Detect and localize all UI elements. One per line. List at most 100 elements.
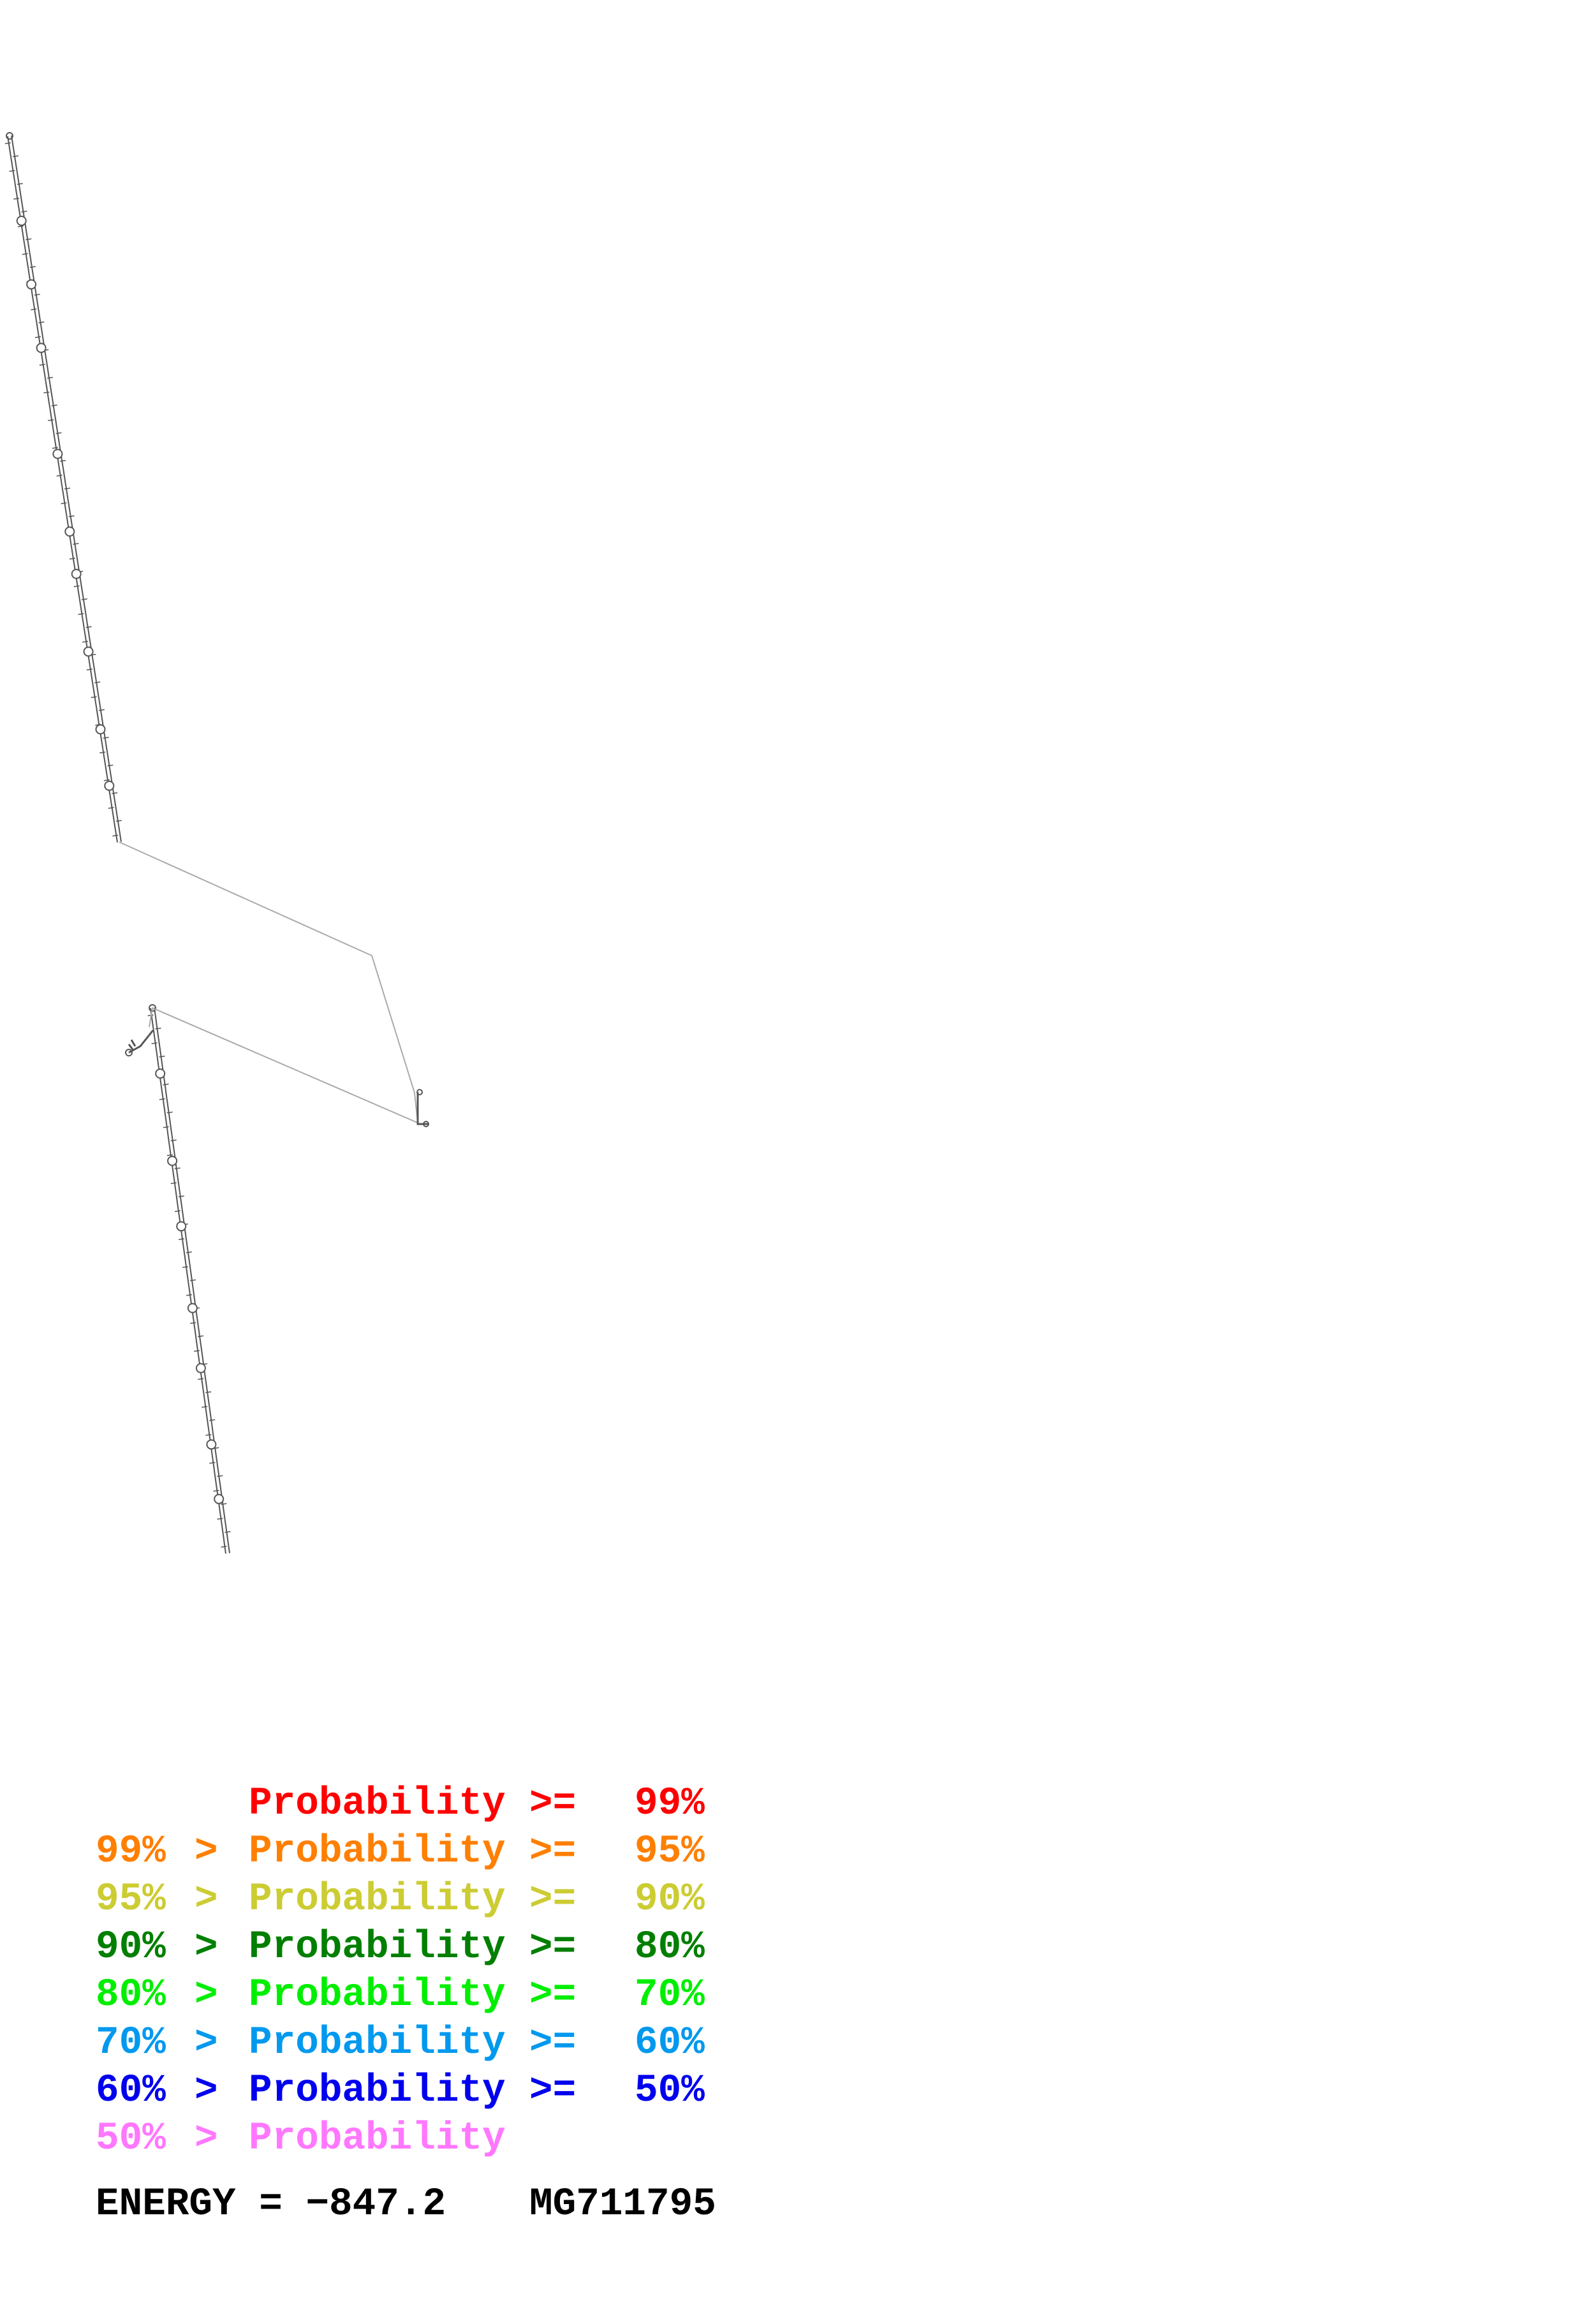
nucleotide-tick	[209, 1419, 216, 1421]
legend-gt-symbol: >	[195, 2021, 218, 2065]
nucleotide-tick	[21, 211, 27, 213]
legend-lower-bound: 70%	[635, 1973, 705, 2017]
energy-label: ENERGY = −847.2	[96, 2182, 446, 2226]
legend-ge-symbol: >=	[529, 2069, 577, 2113]
nucleotide-tick	[94, 681, 101, 684]
legend-ge-symbol: >=	[529, 1877, 577, 1921]
nucleotide-tick	[190, 1322, 196, 1324]
internal-loop	[16, 216, 27, 226]
legend-upper-bound: 50%	[96, 2117, 166, 2161]
legend-upper-bound: 95%	[96, 1877, 166, 1921]
helix-strand-5prime	[150, 1008, 226, 1554]
internal-loop	[95, 724, 106, 735]
legend-probability-word: Probability	[249, 1877, 506, 1921]
legend-probability-word: Probability	[249, 2117, 506, 2161]
nucleotide-tick	[34, 293, 40, 296]
nucleotide-tick	[107, 764, 114, 767]
upper-helix-strand	[4, 132, 122, 843]
nucleotide-tick	[51, 404, 57, 407]
internal-loop	[52, 448, 63, 459]
nucleotide-tick	[64, 487, 71, 490]
legend-lower-bound: 99%	[635, 1782, 705, 1826]
nucleotide-tick	[166, 1111, 173, 1114]
internal-loop	[167, 1155, 178, 1166]
legend-gt-symbol: >	[195, 2117, 218, 2161]
rna-structure-diagram	[4, 132, 429, 1554]
nucleotide-tick	[186, 1294, 193, 1296]
nucleotide-tick	[99, 751, 106, 754]
nucleotide-tick	[4, 142, 11, 144]
internal-loop	[64, 526, 75, 537]
nucleotide-tick	[217, 1518, 223, 1520]
legend-lower-bound: 80%	[635, 1925, 705, 1969]
nucleotide-tick	[39, 364, 45, 366]
nucleotide-tick	[69, 558, 76, 560]
nucleotide-tick	[221, 1546, 227, 1548]
legend-gt-symbol: >	[195, 1925, 218, 1969]
legend-upper-bound: 90%	[96, 1925, 166, 1969]
nucleotide-tick	[82, 640, 89, 643]
nucleotide-tick	[9, 170, 15, 172]
legend-upper-bound: 70%	[96, 2021, 166, 2065]
nucleotide-tick	[38, 321, 45, 323]
legend-probability-word: Probability	[249, 1830, 506, 1874]
legend-gt-symbol: >	[195, 1830, 218, 1874]
nucleotide-tick	[174, 1167, 180, 1169]
internal-loop	[176, 1221, 187, 1232]
nucleotide-tick	[112, 834, 119, 837]
legend-probability-word: Probability	[249, 1973, 506, 2017]
legend-probability-word: Probability	[249, 1925, 506, 1969]
side-hairpin-right	[416, 1089, 429, 1127]
nucleotide-tick	[43, 391, 50, 394]
nucleotide-tick	[112, 792, 118, 794]
legend-ge-symbol: >=	[529, 1830, 577, 1874]
internal-loop	[104, 780, 115, 791]
legend-lower-bound: 50%	[635, 2069, 705, 2113]
nucleotide-tick	[151, 1042, 158, 1044]
nucleotide-tick	[13, 197, 20, 200]
legend-ge-symbol: >=	[529, 1973, 577, 2017]
helix-end	[6, 132, 13, 140]
internal-loop	[187, 1303, 198, 1314]
nucleotide-tick	[103, 737, 109, 739]
internal-loop	[214, 1493, 224, 1504]
internal-loop	[195, 1363, 206, 1373]
legend-probability-word: Probability	[249, 2069, 506, 2113]
lower-helix-strand	[147, 1004, 231, 1554]
multiloop-connector	[119, 841, 419, 1124]
nucleotide-tick	[68, 515, 75, 517]
nucleotide-tick	[85, 626, 92, 628]
legend-probability-word: Probability	[249, 2021, 506, 2065]
footer: ENERGY = −847.2 MG711795	[96, 2180, 716, 2228]
nucleotide-tick	[86, 668, 92, 670]
nucleotide-tick	[98, 709, 105, 711]
nucleotide-tick	[159, 1055, 165, 1058]
nucleotide-tick	[170, 1139, 177, 1142]
nucleotide-tick	[56, 475, 63, 477]
legend-gt-symbol: >	[195, 2069, 218, 2113]
nucleotide-tick	[213, 1490, 219, 1492]
internal-loop	[206, 1439, 217, 1450]
nucleotide-tick	[147, 1014, 154, 1016]
legend-gt-symbol: >	[195, 1877, 218, 1921]
legend-upper-bound: 60%	[96, 2069, 166, 2113]
legend-upper-bound: 80%	[96, 1973, 166, 2017]
nucleotide-tick	[155, 1027, 161, 1030]
nucleotide-tick	[178, 1238, 185, 1240]
nucleotide-tick	[205, 1391, 212, 1393]
legend-lower-bound: 60%	[635, 2021, 705, 2065]
nucleotide-tick	[182, 1266, 189, 1268]
nucleotide-tick	[115, 820, 122, 822]
legend-ge-symbol: >=	[529, 1925, 577, 1969]
legend-lower-bound: 90%	[635, 1877, 705, 1921]
nucleotide-tick	[81, 598, 88, 600]
internal-loop	[155, 1068, 166, 1079]
helix-strand-5prime	[7, 136, 118, 843]
legend-ge-symbol: >=	[529, 1782, 577, 1826]
legend-probability-word: Probability	[249, 1782, 506, 1826]
internal-loop	[71, 568, 82, 579]
nucleotide-tick	[22, 253, 28, 255]
legend-lower-bound: 95%	[635, 1830, 705, 1874]
nucleotide-tick	[159, 1098, 165, 1100]
internal-loop	[83, 646, 94, 657]
